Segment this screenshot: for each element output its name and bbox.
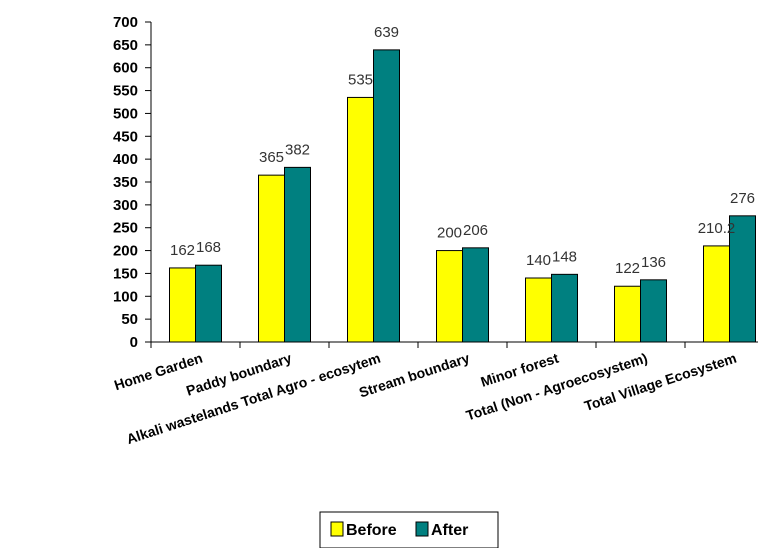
legend-label-after: After [431,522,468,539]
data-label-before: 210.2 [698,220,736,237]
data-label-before: 140 [526,252,551,269]
category-label: Total Village Ecosystem [582,350,738,414]
legend-swatch-before [330,521,344,537]
y-tick-label: 500 [113,105,138,122]
data-label-before: 535 [348,71,373,88]
y-tick-label: 0 [130,334,138,351]
y-tick-label: 400 [113,151,138,168]
y-tick-label: 150 [113,265,138,282]
legend-box [319,511,499,548]
y-tick-label: 450 [113,128,138,145]
y-tick-label: 350 [113,174,138,191]
data-label-before: 122 [615,260,640,277]
y-tick-label: 550 [113,83,138,100]
y-tick-label: 600 [113,60,138,77]
legend-label-before: Before [346,522,397,539]
bar-after-1 [284,166,311,343]
y-tick-label: 200 [113,243,138,260]
data-label-before: 162 [170,242,195,259]
y-tick-label: 650 [113,37,138,54]
bar-before-6 [703,245,730,343]
bar-after-0 [195,264,222,343]
bar-after-5 [640,279,667,343]
data-labels: 162 168 365 382 535 639 200 206 140 148 122 136 210.… [170,24,755,277]
bar-after-3 [462,247,489,343]
data-label-after: 206 [463,222,488,239]
bar-before-1 [258,174,285,343]
bar-before-4 [525,277,552,343]
y-tick-label: 700 [113,14,138,31]
data-label-after: 148 [552,248,577,265]
data-label-after: 639 [374,24,399,41]
y-tick-label: 50 [121,311,138,328]
bar-before-0 [169,267,196,343]
data-label-after: 168 [196,239,221,256]
bars [169,49,756,343]
y-tick-label: 300 [113,197,138,214]
y-tick-label: 100 [113,288,138,305]
y-axis: 0 50 100 150 200 250 300 350 400 450 500 550 600 650 7… [113,14,152,351]
bar-after-4 [551,273,578,343]
bar-after-2 [373,49,400,343]
data-label-before: 365 [259,149,284,166]
data-label-after: 382 [285,141,310,158]
bar-before-2 [347,96,374,343]
legend-swatch-after [415,521,429,537]
data-label-before: 200 [437,225,462,242]
y-tick-label: 250 [113,220,138,237]
bar-before-5 [614,285,641,343]
data-label-after: 136 [641,254,666,271]
legend: Before After [319,511,499,548]
bar-before-3 [436,250,463,343]
data-label-after: 276 [730,190,755,207]
